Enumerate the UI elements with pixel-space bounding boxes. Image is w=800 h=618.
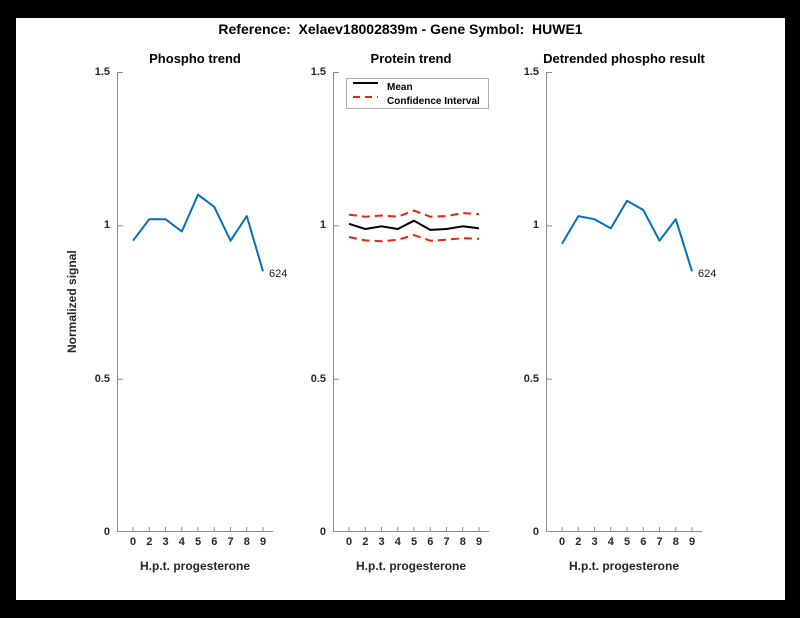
- y-tick-label: 0: [103, 526, 110, 538]
- y-tick-label: 0: [319, 526, 326, 538]
- legend-label: Confidence Interval: [387, 96, 480, 107]
- plot-area: [117, 72, 273, 532]
- subplot-protein-trend: Protein trend H.p.t. progesterone Mean Co…: [311, 51, 489, 573]
- x-tick-label: 6: [427, 536, 434, 548]
- x-tick-label: 0: [558, 536, 566, 548]
- x-axis-label: H.p.t. progesterone: [139, 559, 250, 573]
- x-tick-label: 2: [362, 536, 369, 548]
- x-tick-label: 3: [378, 536, 385, 548]
- legend-box: Mean Confidence Interval: [346, 78, 489, 109]
- x-tick-label: 6: [640, 536, 647, 548]
- x-tick-label: 5: [623, 536, 631, 548]
- subplot-phospho-trend: Phospho trend Normalized signal H.p.t. p…: [65, 51, 287, 573]
- y-tick-label: 1.5: [523, 66, 539, 78]
- data-series-line: [132, 193, 264, 272]
- legend-entry: Mean: [353, 81, 413, 94]
- figure-canvas: Reference: Xelaev18002839m - Gene Symbol…: [16, 18, 785, 600]
- x-tick-label: 5: [410, 536, 418, 548]
- y-tick-label: 1.5: [310, 66, 326, 78]
- subplot-title: Phospho trend: [149, 51, 241, 66]
- x-tick-label: 8: [672, 536, 679, 548]
- x-tick-label: 4: [178, 536, 185, 548]
- series-end-label: 624: [698, 268, 717, 281]
- data-series-line: [348, 209, 480, 218]
- data-series-line: [348, 219, 480, 231]
- x-tick-label: 6: [211, 536, 218, 548]
- x-tick-label: 4: [607, 536, 614, 548]
- y-tick-label: 1: [532, 219, 539, 232]
- y-tick-label: 1: [319, 219, 326, 232]
- x-tick-label: 8: [459, 536, 466, 548]
- x-tick-label: 0: [345, 536, 353, 548]
- x-tick-label: 7: [656, 536, 663, 548]
- x-tick-label: 3: [162, 536, 169, 548]
- subplot-detrended-phospho: Detrended phospho result H.p.t. progeste…: [524, 51, 717, 573]
- y-tick-label: 1.5: [94, 66, 110, 78]
- x-tick-label: 5: [194, 536, 202, 548]
- y-tick-label: 0.5: [523, 372, 539, 385]
- x-tick-label: 3: [591, 536, 598, 548]
- plot-area: [546, 72, 702, 532]
- y-tick-label: 0.5: [310, 372, 326, 385]
- subplot-title: Detrended phospho result: [543, 51, 705, 66]
- x-tick-label: 2: [575, 536, 582, 548]
- x-tick-label: 2: [146, 536, 153, 548]
- x-tick-label: 7: [227, 536, 234, 548]
- legend-entry: Confidence Interval: [353, 95, 480, 108]
- y-tick-label: 0: [532, 526, 539, 538]
- x-tick-label: 8: [243, 536, 250, 548]
- legend-label: Mean: [387, 82, 413, 93]
- subplot-title: Protein trend: [370, 51, 452, 66]
- x-tick-label: 0: [129, 536, 137, 548]
- y-tick-label: 0.5: [94, 372, 110, 385]
- figure-title: Reference: Xelaev18002839m - Gene Symbol…: [218, 21, 583, 37]
- x-tick-label: 9: [259, 536, 267, 548]
- y-tick-label: 1: [103, 219, 110, 232]
- data-series-line: [561, 199, 693, 272]
- y-axis-label: Normalized signal: [65, 250, 79, 354]
- plot-area: [333, 72, 489, 532]
- x-tick-label: 9: [688, 536, 696, 548]
- x-axis-label: H.p.t. progesterone: [355, 559, 466, 573]
- series-end-label: 624: [269, 268, 288, 281]
- x-tick-label: 9: [475, 536, 483, 548]
- x-tick-label: 4: [394, 536, 401, 548]
- x-tick-label: 7: [443, 536, 450, 548]
- data-series-line: [348, 234, 480, 243]
- x-axis-label: H.p.t. progesterone: [568, 559, 679, 573]
